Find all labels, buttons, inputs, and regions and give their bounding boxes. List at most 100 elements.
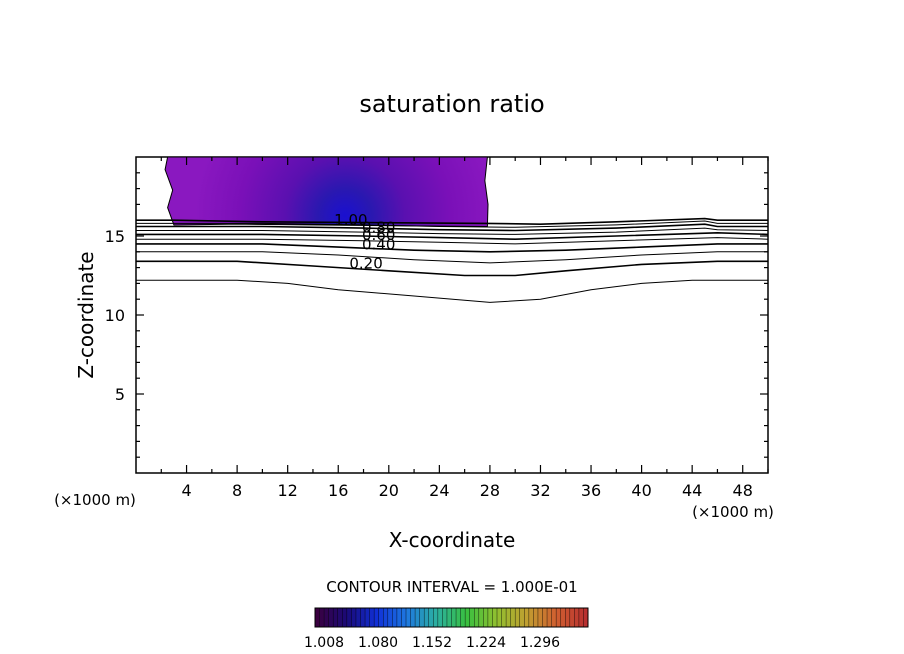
colorbar-swatch — [406, 608, 411, 627]
colorbar-swatch — [560, 608, 566, 627]
colorbar-swatch — [324, 608, 329, 627]
contour-line-0.7 — [136, 227, 769, 235]
colorbar-swatch — [415, 608, 420, 627]
x-tick-label: 44 — [682, 481, 702, 500]
colorbar-swatch — [378, 608, 384, 627]
x-tick-label: 36 — [581, 481, 601, 500]
colorbar-swatch — [383, 608, 389, 627]
colorbar-swatch — [451, 608, 457, 627]
colorbar-label: 1.080 — [358, 635, 398, 651]
contour-label: 0.20 — [349, 255, 382, 273]
colorbar-swatch — [510, 608, 516, 627]
colorbar — [314, 607, 589, 628]
filled-saturation-region — [164, 156, 489, 228]
colorbar-swatch — [583, 608, 589, 627]
colorbar-swatch — [465, 608, 470, 627]
colorbar-swatch — [551, 608, 557, 627]
colorbar-swatch — [501, 608, 507, 627]
x-tick-label: 24 — [429, 481, 449, 500]
x-tick-label: 40 — [631, 481, 651, 500]
colorbar-swatch — [487, 608, 493, 627]
colorbar-swatch — [492, 608, 498, 627]
colorbar-swatch — [401, 608, 407, 627]
x-tick-label: 28 — [480, 481, 500, 500]
colorbar-swatch — [497, 608, 502, 627]
x-tick-label: 48 — [733, 481, 753, 500]
colorbar-swatch — [474, 608, 480, 627]
contour-line-0.9 — [136, 220, 768, 228]
colorbar-swatch — [360, 608, 366, 627]
y-tick-label: 15 — [105, 227, 125, 246]
y-tick-label: 5 — [115, 385, 125, 404]
chart-title: saturation ratio — [359, 90, 544, 118]
contour-line-0.4 — [136, 243, 768, 253]
colorbar-swatch — [519, 608, 525, 627]
contour-line-1 — [136, 217, 768, 226]
colorbar-label: 1.224 — [466, 635, 506, 651]
y-tick-label: 10 — [105, 306, 125, 325]
colorbar-swatch — [524, 608, 530, 627]
contour-line-0.2 — [136, 260, 768, 277]
colorbar-swatch — [483, 608, 489, 627]
x-tick-label: 12 — [278, 481, 298, 500]
colorbar-swatch — [315, 608, 320, 627]
x-tick-label: 16 — [328, 481, 348, 500]
colorbar-swatch — [369, 608, 375, 627]
contour-label: 0.40 — [362, 236, 395, 254]
x-tick-label: 8 — [232, 481, 242, 500]
colorbar-labels: 1.008 1.080 1.152 1.224 1.296 — [304, 635, 560, 651]
colorbar-swatch — [319, 608, 325, 627]
z-unit-label: (×1000 m) — [54, 491, 136, 509]
x-axis-label: X-coordinate — [389, 528, 516, 552]
colorbar-swatch — [547, 608, 552, 627]
colorbar-swatch — [542, 608, 548, 627]
colorbar-swatch — [442, 608, 448, 627]
contour-line-0.8 — [136, 223, 768, 232]
colorbar-swatch — [506, 608, 511, 627]
colorbar-swatch — [533, 608, 539, 627]
colorbar-swatch — [374, 608, 379, 627]
colorbar-swatch — [574, 608, 580, 627]
x-tick-label: 4 — [181, 481, 191, 500]
colorbar-swatch — [419, 608, 425, 627]
colorbar-swatch — [346, 608, 352, 627]
x-tick-label: 20 — [379, 481, 399, 500]
contour-line-0.1 — [136, 279, 768, 303]
colorbar-swatch — [565, 608, 571, 627]
colorbar-swatch — [328, 608, 334, 627]
colorbar-swatch — [460, 608, 466, 627]
contour-line-0.5 — [136, 237, 769, 245]
colorbar-swatch — [387, 608, 393, 627]
colorbar-label: 1.152 — [412, 635, 452, 651]
y-axis-ticks: 5 10 15 — [105, 172, 768, 458]
colorbar-label: 1.296 — [520, 635, 560, 651]
x-unit-label: (×1000 m) — [692, 503, 774, 521]
colorbar-swatch — [556, 608, 561, 627]
colorbar-swatch — [437, 608, 443, 627]
colorbar-swatch — [456, 608, 461, 627]
colorbar-swatch — [469, 608, 475, 627]
contour-interval-text: CONTOUR INTERVAL = 1.000E-01 — [326, 578, 577, 596]
colorbar-swatch — [578, 608, 584, 627]
colorbar-swatch — [515, 608, 521, 627]
contour-labels: 1.000.800.600.400.20 — [334, 211, 395, 272]
colorbar-swatch — [424, 608, 430, 627]
contour-label: 0.80 — [362, 218, 395, 236]
colorbar-swatch — [351, 608, 357, 627]
colorbar-swatch — [337, 608, 343, 627]
colorbar-swatch — [396, 608, 402, 627]
colorbar-swatch — [392, 608, 398, 627]
colorbar-swatch — [355, 608, 361, 627]
contour-line-0.3 — [136, 251, 768, 264]
contour-line-0.6 — [136, 231, 769, 241]
colorbar-swatch — [478, 608, 484, 627]
contour-lines — [136, 217, 769, 303]
x-axis-ticks: 4 8 12 16 20 24 28 32 36 40 44 48 — [160, 157, 769, 500]
contour-label: 0.60 — [362, 226, 395, 244]
x-tick-label: 32 — [530, 481, 550, 500]
colorbar-label: 1.008 — [304, 635, 344, 651]
colorbar-swatch — [446, 608, 452, 627]
colorbar-swatch — [433, 608, 439, 627]
colorbar-swatch — [365, 608, 370, 627]
